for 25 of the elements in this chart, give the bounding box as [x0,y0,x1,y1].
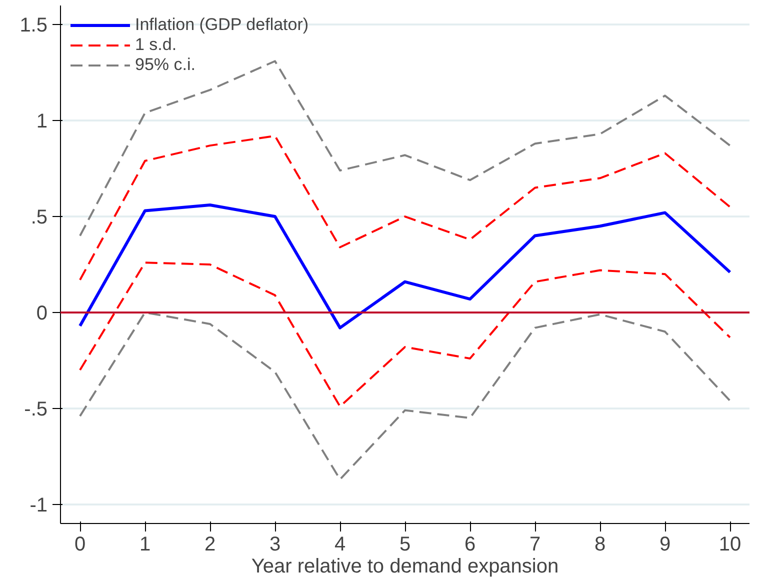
y-tick-label: 1.5 [20,14,48,37]
x-tick-label: 6 [464,534,476,556]
x-tick-label: 8 [594,534,606,556]
x-tick-label: 7 [529,534,541,556]
y-tick-label: 1 [36,110,48,133]
x-axis-title: Year relative to demand expansion [251,556,559,578]
line-series [79,262,731,408]
x-tick-label: 0 [74,534,86,556]
x-tick-label: 10 [718,534,742,556]
line-series [79,311,731,480]
y-tick-label: 0 [36,302,48,324]
x-tick-label: 9 [659,534,671,556]
x-tick-label: 5 [399,534,411,556]
line-series [78,204,732,330]
legend-label: Inflation (GDP deflator) [135,15,309,35]
line-series [79,134,731,281]
y-tick-label: -.5 [24,398,48,420]
x-tick-label: 3 [269,534,281,556]
legend-label: 95% c.i. [135,55,196,75]
y-tick-label: .5 [30,206,48,229]
legend-label: 1 s.d. [135,35,177,55]
x-tick-label: 2 [204,534,216,556]
x-tick-label: 4 [334,534,346,556]
x-tick-label: 1 [139,534,151,556]
y-tick-label: -1 [30,494,48,516]
